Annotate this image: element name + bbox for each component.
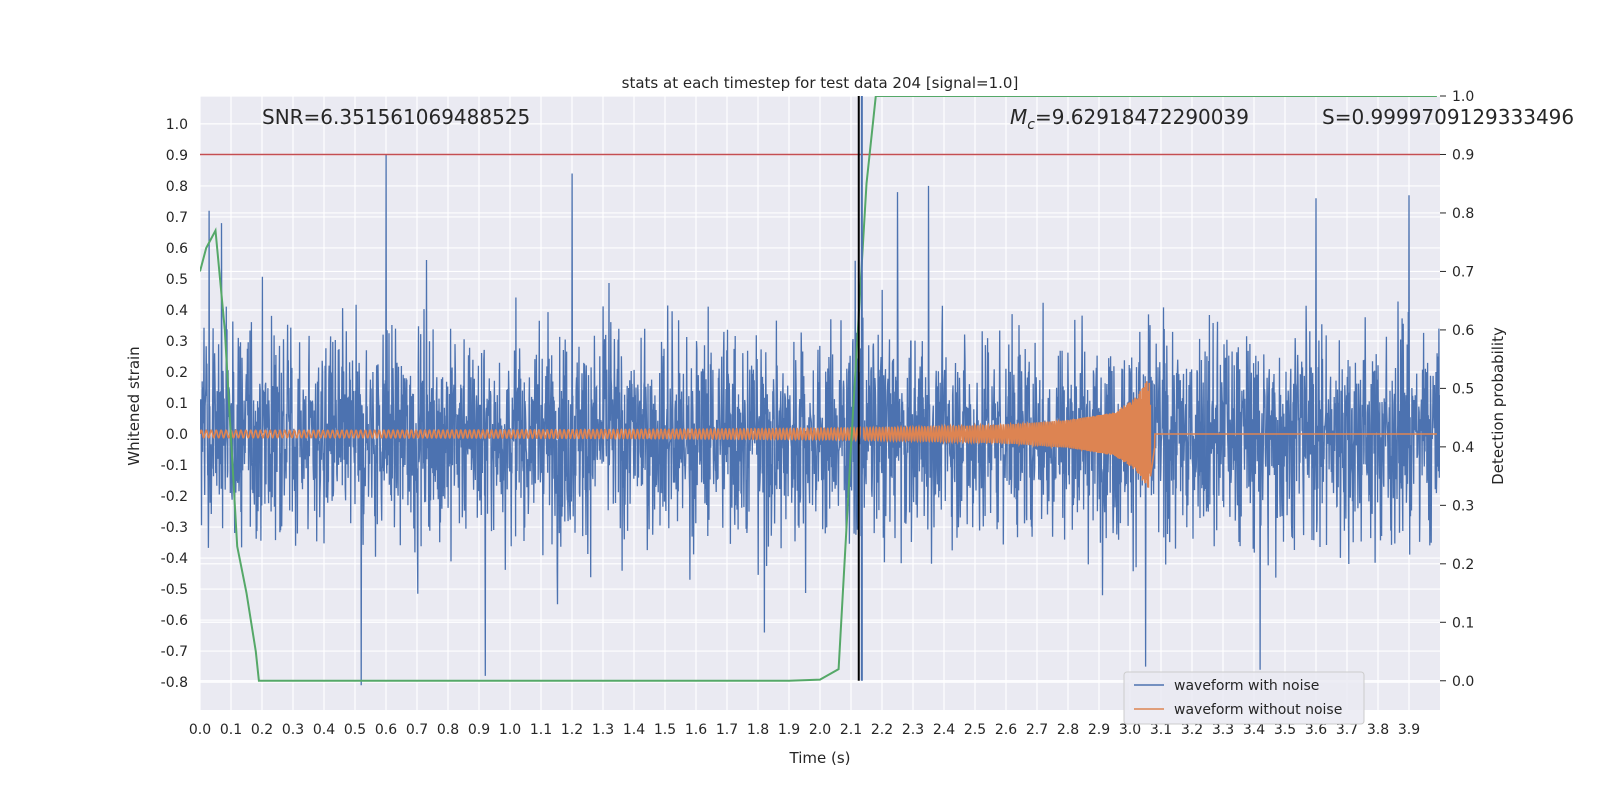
x-tick-label: 1.3 [592, 722, 614, 738]
y-tick-label: 0.3 [166, 334, 188, 350]
y-tick-label: -0.5 [161, 582, 188, 598]
x-tick-label: 2.4 [933, 722, 955, 738]
y-tick-label: 0.2 [166, 365, 188, 381]
y-tick-label: -0.6 [161, 613, 188, 629]
y2-axis-label: Detection probability [1489, 327, 1507, 485]
y-tick-label: -0.8 [161, 675, 188, 691]
merger-markers [857, 96, 863, 681]
y2-tick-label: 0.1 [1452, 615, 1474, 631]
y2-tick-label: 0.0 [1452, 674, 1474, 690]
y2-tick-label: 0.3 [1452, 498, 1474, 514]
x-tick-label: 3.3 [1212, 722, 1234, 738]
snr-annotation: SNR=6.351561069488525 [262, 105, 530, 129]
x-tick-label: 2.0 [809, 722, 831, 738]
x-tick-label: 3.7 [1336, 722, 1358, 738]
x-tick-label: 2.8 [1057, 722, 1079, 738]
y-tick-label: 0.0 [166, 427, 188, 443]
x-tick-label: 0.0 [189, 722, 211, 738]
x-axis-label: Time (s) [789, 749, 851, 767]
x-tick-label: 1.2 [561, 722, 583, 738]
chirp-mass-annotation: Mc=9.62918472290039 [1010, 105, 1249, 133]
x-tick-label: 0.1 [220, 722, 242, 738]
legend-label-noisy: waveform with noise [1174, 678, 1319, 694]
chirp-mass-subscript: c [1027, 117, 1035, 133]
x-tick-label: 2.5 [964, 722, 986, 738]
y2-tick-label: 0.6 [1452, 323, 1474, 339]
chart-title: stats at each timestep for test data 204… [622, 74, 1019, 92]
y-tick-label: -0.1 [161, 458, 188, 474]
y-tick-label: -0.2 [161, 489, 188, 505]
y-tick-label: 0.1 [166, 396, 188, 412]
y-axis-label: Whitened strain [125, 346, 143, 465]
x-tick-label: 1.6 [685, 722, 707, 738]
x-tick-label: 2.9 [1088, 722, 1110, 738]
x-tick-label: 1.9 [778, 722, 800, 738]
x-tick-label: 3.1 [1150, 722, 1172, 738]
y2-tick-label: 0.9 [1452, 147, 1474, 163]
x-tick-label: 2.3 [902, 722, 924, 738]
detection-probability-line [200, 96, 1437, 682]
y-tick-label: 0.7 [166, 210, 188, 226]
y2-tick-label: 0.8 [1452, 206, 1474, 222]
y-tick-label: 0.8 [166, 179, 188, 195]
x-tick-label: 0.2 [251, 722, 273, 738]
x-tick-label: 1.7 [716, 722, 738, 738]
y-tick-label: -0.7 [161, 644, 188, 660]
x-tick-label: 2.6 [995, 722, 1017, 738]
y-tick-label: 0.6 [166, 241, 188, 257]
y2-tick-label: 1.0 [1452, 89, 1474, 105]
y2-tick-label: 0.5 [1452, 381, 1474, 397]
x-tick-labels: 0.0 0.1 0.2 0.3 0.4 0.5 0.6 0.7 0.8 0.9 1.0 1.1 1.2 1… [189, 722, 1420, 738]
legend-box [1123, 671, 1365, 725]
noisy-waveform-line [200, 154, 1440, 686]
x-tick-label: 0.6 [375, 722, 397, 738]
score-annotation: S=0.9999709129333496 [1322, 105, 1574, 129]
x-tick-label: 3.4 [1243, 722, 1265, 738]
x-tick-label: 0.7 [406, 722, 428, 738]
x-tick-label: 0.4 [313, 722, 335, 738]
x-tick-label: 3.6 [1305, 722, 1327, 738]
x-tick-label: 3.5 [1274, 722, 1296, 738]
x-tick-label: 1.0 [499, 722, 521, 738]
x-tick-label: 1.8 [747, 722, 769, 738]
chirp-mass-value: =9.62918472290039 [1035, 105, 1249, 129]
x-tick-label: 3.9 [1398, 722, 1420, 738]
y-tick-label: -0.4 [161, 551, 188, 567]
y-tick-labels: 1.0 0.9 0.8 0.7 0.6 0.5 0.4 0.3 0.2 0.1 0.0 -0.1 -0.… [161, 117, 188, 691]
y2-tick-label: 0.7 [1452, 264, 1474, 280]
x-tick-label: 0.8 [437, 722, 459, 738]
x-tick-label: 3.8 [1367, 722, 1389, 738]
y2-tick-label: 0.2 [1452, 557, 1474, 573]
y-tick-label: 0.4 [166, 303, 188, 319]
legend: waveform with noise waveform without noi… [1123, 671, 1365, 725]
y-tick-label: 1.0 [166, 117, 188, 133]
y-tick-label: 0.9 [166, 148, 188, 164]
x-tick-label: 0.3 [282, 722, 304, 738]
x-tick-label: 0.5 [344, 722, 366, 738]
x-tick-label: 3.0 [1119, 722, 1141, 738]
chirp-mass-symbol: M [1010, 105, 1027, 129]
legend-label-clean: waveform without noise [1174, 702, 1342, 718]
x-tick-label: 1.1 [530, 722, 552, 738]
y2-tick-label: 0.4 [1452, 440, 1474, 456]
y-tick-label: 0.5 [166, 272, 188, 288]
x-tick-label: 2.1 [840, 722, 862, 738]
x-tick-label: 1.4 [623, 722, 645, 738]
y2-tick-labels: 1.0 0.9 0.8 0.7 0.6 0.5 0.4 0.3 0.2 0.1 0.0 [1440, 89, 1474, 690]
clean-waveform-line [200, 381, 1437, 488]
x-tick-label: 2.7 [1026, 722, 1048, 738]
x-tick-label: 3.2 [1181, 722, 1203, 738]
x-tick-label: 0.9 [468, 722, 490, 738]
y-tick-label: -0.3 [161, 520, 188, 536]
x-tick-label: 2.2 [871, 722, 893, 738]
x-tick-label: 1.5 [654, 722, 676, 738]
